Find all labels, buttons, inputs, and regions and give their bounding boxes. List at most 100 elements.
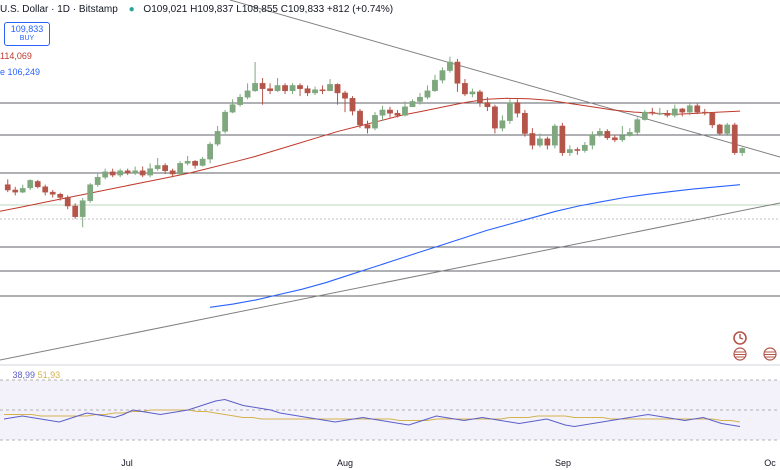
candle-body — [312, 89, 318, 94]
candle-body — [207, 143, 213, 160]
rising-trendline — [0, 202, 780, 361]
buy-price: 109,833 — [10, 24, 44, 34]
candle-body — [319, 89, 326, 92]
candle-body — [349, 98, 356, 112]
candle-body — [544, 138, 551, 146]
replay-icon[interactable] — [730, 330, 750, 346]
rsi-value: 38,99 — [12, 370, 36, 380]
candle-body — [282, 85, 288, 92]
buy-label: BUY — [19, 35, 35, 42]
candle-body — [334, 84, 341, 94]
candle-body — [656, 112, 663, 115]
ma50-line — [0, 97, 741, 212]
candle-body — [267, 88, 273, 92]
candle-body — [109, 171, 116, 176]
candle-body — [552, 125, 558, 146]
candle-body — [507, 102, 513, 121]
candle-body — [94, 176, 101, 185]
candle-body — [724, 124, 731, 134]
candle-body — [596, 131, 603, 135]
candle-body — [259, 83, 266, 89]
market-status-dot-icon: ● — [128, 4, 135, 15]
candle-body — [124, 170, 131, 174]
candle-body — [192, 160, 198, 166]
candle-body — [27, 180, 34, 189]
candle-body — [364, 124, 371, 129]
candle-body — [424, 90, 431, 98]
chart-header: U.S. Dollar · 1D · Bitstamp ● O109,021 H… — [0, 4, 393, 15]
candle-body — [4, 184, 11, 191]
buy-button[interactable]: 109,833 BUY — [4, 22, 50, 46]
candle-body — [169, 170, 176, 175]
candle-body — [537, 138, 543, 146]
x-tick-label: Sep — [555, 458, 571, 468]
candle-body — [379, 109, 386, 116]
candle-body — [372, 115, 378, 129]
candle-body — [447, 61, 453, 71]
candle-body — [387, 109, 393, 114]
candle-body — [117, 170, 124, 176]
candle-body — [626, 132, 633, 136]
candle-body — [432, 79, 438, 92]
candle-body — [244, 90, 251, 98]
candle-body — [402, 106, 408, 116]
falling-trendline — [229, 0, 780, 158]
candle-body — [72, 205, 79, 217]
candle-body — [589, 134, 596, 146]
candle-body — [739, 148, 746, 153]
candle-body — [102, 171, 109, 178]
candle-body — [64, 197, 71, 207]
flag-us-icon-2[interactable] — [760, 347, 780, 361]
candle-body — [12, 189, 19, 193]
candle-body — [611, 137, 618, 141]
candle-body — [214, 131, 221, 145]
symbol-title[interactable]: U.S. Dollar · 1D · Bitstamp — [0, 4, 118, 15]
candle-body — [492, 106, 498, 129]
candle-body — [641, 111, 648, 120]
candle-body — [297, 85, 303, 89]
rsi-legend: 38,99 51,93 — [0, 370, 61, 380]
candle-body — [581, 144, 588, 151]
candle-body — [229, 104, 236, 113]
candle-body — [274, 85, 281, 92]
candle-body — [139, 170, 146, 176]
candle-body — [304, 88, 311, 94]
candle-body — [49, 191, 56, 195]
candle-body — [664, 112, 671, 116]
candle-body — [686, 105, 693, 113]
candle-body — [34, 181, 41, 188]
candle-body — [499, 120, 506, 129]
candle-body — [439, 70, 446, 81]
flag-us-icon[interactable] — [731, 347, 749, 361]
candle-body — [709, 112, 716, 126]
candle-body — [634, 119, 641, 133]
candle-body — [731, 124, 738, 153]
candle-body — [514, 102, 521, 114]
candle-body — [671, 108, 678, 116]
candle-body — [701, 111, 708, 114]
ohlc-readout: O109,021 H109,837 L108,855 C109,833 +812… — [143, 4, 394, 15]
ma200-line — [209, 184, 741, 308]
ma50-value: 114,069 — [0, 51, 32, 61]
candle-body — [619, 135, 626, 141]
candle-body — [462, 83, 468, 95]
candle-body — [342, 92, 348, 99]
rsi-ma-value: 51,93 — [37, 370, 61, 380]
candle-body — [147, 168, 154, 176]
candle-body — [57, 194, 64, 198]
candle-body — [199, 158, 206, 166]
candle-body — [162, 165, 169, 172]
candle-body — [716, 124, 723, 134]
candle-body — [394, 112, 401, 116]
candle-body — [454, 61, 461, 84]
candle-body — [566, 149, 573, 153]
candle-body — [252, 83, 258, 92]
candle-body — [469, 91, 476, 95]
candle-body — [79, 200, 86, 217]
candle-body — [177, 163, 184, 175]
x-tick-label: Aug — [337, 458, 353, 468]
candle-body — [409, 101, 416, 108]
candle-body — [604, 131, 611, 138]
candle-body — [154, 165, 161, 169]
